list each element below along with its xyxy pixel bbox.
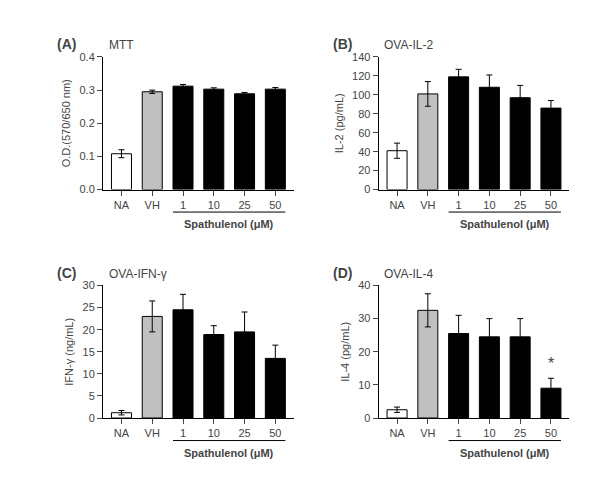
svg-text:30: 30: [358, 312, 370, 324]
svg-text:40: 40: [358, 146, 370, 158]
svg-text:1: 1: [456, 199, 462, 211]
svg-text:0.1: 0.1: [80, 150, 95, 162]
svg-text:50: 50: [545, 427, 557, 439]
svg-text:50: 50: [269, 199, 281, 211]
svg-text:25: 25: [514, 199, 526, 211]
svg-text:VH: VH: [420, 427, 435, 439]
svg-text:10: 10: [208, 199, 220, 211]
svg-text:0: 0: [89, 412, 95, 424]
svg-text:25: 25: [238, 199, 250, 211]
svg-text:IL-2 (pg/mL): IL-2 (pg/mL): [333, 93, 345, 153]
svg-text:Spathulenol (μM): Spathulenol (μM): [184, 218, 274, 230]
svg-text:5: 5: [89, 390, 95, 402]
svg-text:NA: NA: [389, 199, 405, 211]
svg-text:(C): (C): [57, 265, 76, 281]
svg-text:1: 1: [456, 427, 462, 439]
svg-text:O.D.(570/650 nm): O.D.(570/650 nm): [60, 79, 72, 167]
svg-text:25: 25: [514, 427, 526, 439]
svg-text:10: 10: [83, 368, 95, 380]
svg-text:80: 80: [358, 108, 370, 120]
svg-text:(A): (A): [57, 36, 76, 52]
svg-text:0: 0: [364, 183, 370, 195]
svg-text:OVA-IFN-γ: OVA-IFN-γ: [109, 267, 167, 281]
svg-text:Spathulenol (μM): Spathulenol (μM): [460, 218, 550, 230]
svg-text:10: 10: [483, 427, 495, 439]
svg-text:OVA-IL-4: OVA-IL-4: [384, 267, 433, 281]
svg-text:NA: NA: [389, 427, 405, 439]
svg-text:NA: NA: [114, 427, 130, 439]
svg-text:50: 50: [269, 427, 281, 439]
svg-text:1: 1: [180, 199, 186, 211]
svg-text:40: 40: [358, 279, 370, 291]
svg-text:0.2: 0.2: [80, 117, 95, 129]
svg-text:10: 10: [483, 199, 495, 211]
svg-text:15: 15: [83, 346, 95, 358]
svg-text:VH: VH: [145, 199, 160, 211]
svg-text:OVA-IL-2: OVA-IL-2: [384, 38, 433, 52]
svg-text:0.0: 0.0: [80, 183, 95, 195]
svg-text:10: 10: [208, 427, 220, 439]
svg-text:1: 1: [180, 427, 186, 439]
svg-text:(B): (B): [333, 36, 352, 52]
svg-text:140: 140: [352, 51, 370, 63]
svg-text:IL-4 (pg/mL): IL-4 (pg/mL): [339, 322, 351, 382]
svg-text:20: 20: [83, 324, 95, 336]
svg-text:25: 25: [238, 427, 250, 439]
svg-text:50: 50: [545, 199, 557, 211]
svg-text:0: 0: [364, 412, 370, 424]
svg-text:Spathulenol (μM): Spathulenol (μM): [184, 447, 274, 459]
svg-text:25: 25: [83, 301, 95, 313]
svg-text:(D): (D): [333, 265, 352, 281]
svg-text:VH: VH: [145, 427, 160, 439]
svg-text:100: 100: [352, 89, 370, 101]
svg-text:20: 20: [358, 164, 370, 176]
svg-text:IFN-γ (ng/mL): IFN-γ (ng/mL): [63, 318, 75, 386]
svg-text:10: 10: [358, 379, 370, 391]
svg-text:60: 60: [358, 127, 370, 139]
svg-text:0.4: 0.4: [80, 51, 95, 63]
svg-text:Spathulenol (μM): Spathulenol (μM): [460, 447, 550, 459]
svg-text:NA: NA: [114, 199, 130, 211]
svg-text:0.3: 0.3: [80, 84, 95, 96]
svg-text:30: 30: [83, 279, 95, 291]
svg-text:VH: VH: [420, 199, 435, 211]
svg-text:MTT: MTT: [109, 38, 134, 52]
svg-text:*: *: [548, 355, 554, 372]
svg-text:120: 120: [352, 70, 370, 82]
svg-text:20: 20: [358, 346, 370, 358]
